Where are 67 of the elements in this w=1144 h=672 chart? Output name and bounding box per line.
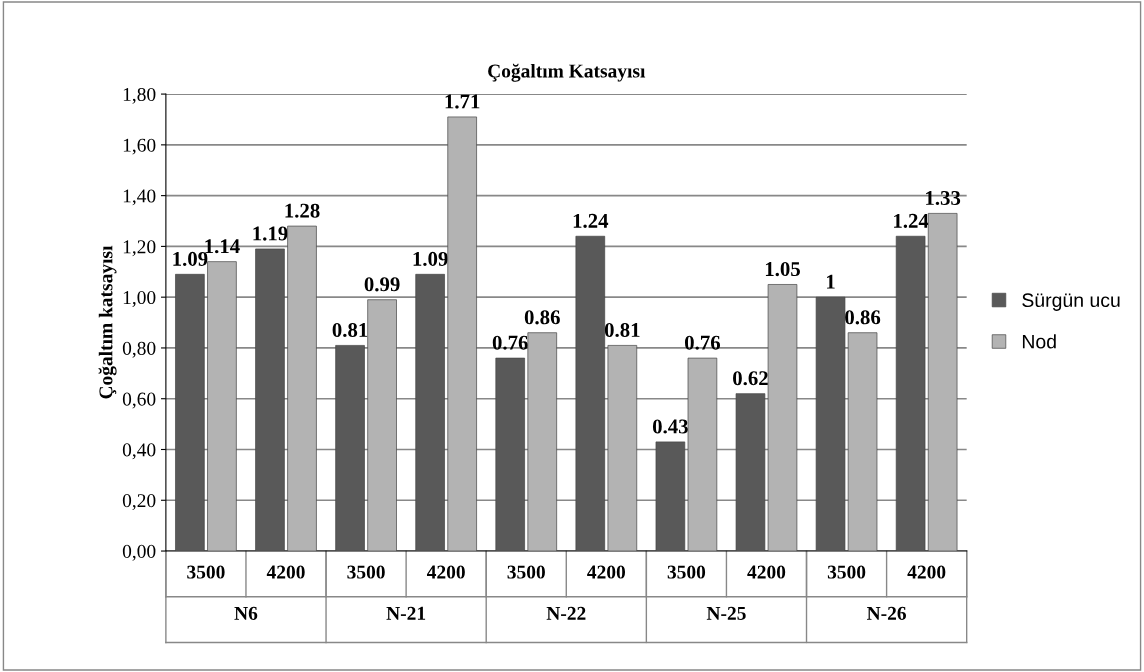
bar [415,273,445,552]
y-tick-label: 1,60 [123,138,156,155]
data-label: 1.05 [765,262,800,277]
bar [895,235,926,552]
x-tick-label: 4200 [426,565,465,579]
bar [207,261,237,552]
y-tick-label: 0,40 [122,443,156,460]
data-label: 1.24 [894,213,929,228]
chart-title: Çoğaltım Katsayısı [488,63,646,82]
bar [607,345,638,552]
text: N-25 [706,606,746,620]
x-tick-label: 3500 [187,565,225,579]
x-tick-label: 3500 [507,565,545,579]
bar [687,357,718,552]
bar [175,273,205,552]
bar [575,235,606,552]
data-label: 1 [827,274,835,289]
bar [335,345,365,552]
data-label: 0.99 [364,277,400,292]
data-label: 1.71 [445,94,480,109]
x-tick-label: 4200 [587,565,626,579]
data-label: 1.28 [285,203,320,218]
text: N-21 [386,606,426,620]
data-label: 0.81 [604,322,640,338]
data-label: 0.76 [492,335,528,350]
data-label: 1.09 [173,251,208,267]
text: N-26 [866,606,907,620]
bar [527,332,558,552]
bar [255,248,285,552]
data-label: 0.86 [845,310,881,325]
legend-label: Nod [1022,334,1056,349]
data-label: 1.14 [205,239,240,254]
data-label: 0.43 [652,419,688,434]
data-label: 0.62 [733,371,768,386]
x-tick-label: 4200 [747,565,786,579]
bar [495,357,525,552]
x-tick-label: 4200 [266,565,305,579]
bar [927,213,958,552]
y-tick-label: 1,00 [123,290,156,307]
data-label: 1.24 [573,213,609,228]
bar [655,441,686,552]
bar [287,225,317,552]
bar [447,116,477,552]
bar [847,332,878,552]
y-tick-label: 1,20 [123,240,156,257]
y-axis-title: Çoğaltım katsayısı [98,245,117,399]
y-tick-label: 0,60 [122,392,156,409]
legend-label: Sürgün ucu [1022,293,1120,311]
data-label: 0.76 [684,335,721,350]
data-label: 1.33 [926,191,961,206]
x-tick-label: 4200 [907,565,946,579]
x-tick-label: 3500 [347,565,385,579]
y-tick-label: 1,80 [123,87,156,104]
bar [367,299,397,552]
data-label: 1.19 [253,226,288,241]
bar [815,296,846,552]
text: N-22 [546,606,586,620]
y-tick-label: 0,80 [122,341,156,358]
y-tick-label: 0,20 [122,494,156,510]
data-label: 0.86 [524,310,560,325]
x-tick-label: 3500 [827,565,866,579]
y-tick-label: 1,40 [123,189,156,206]
text: N6 [234,606,258,620]
x-tick-label: 3500 [667,565,706,579]
data-label: 1.09 [413,251,448,267]
y-tick-label: 0,00 [122,544,156,561]
data-label: 0.81 [332,322,368,338]
